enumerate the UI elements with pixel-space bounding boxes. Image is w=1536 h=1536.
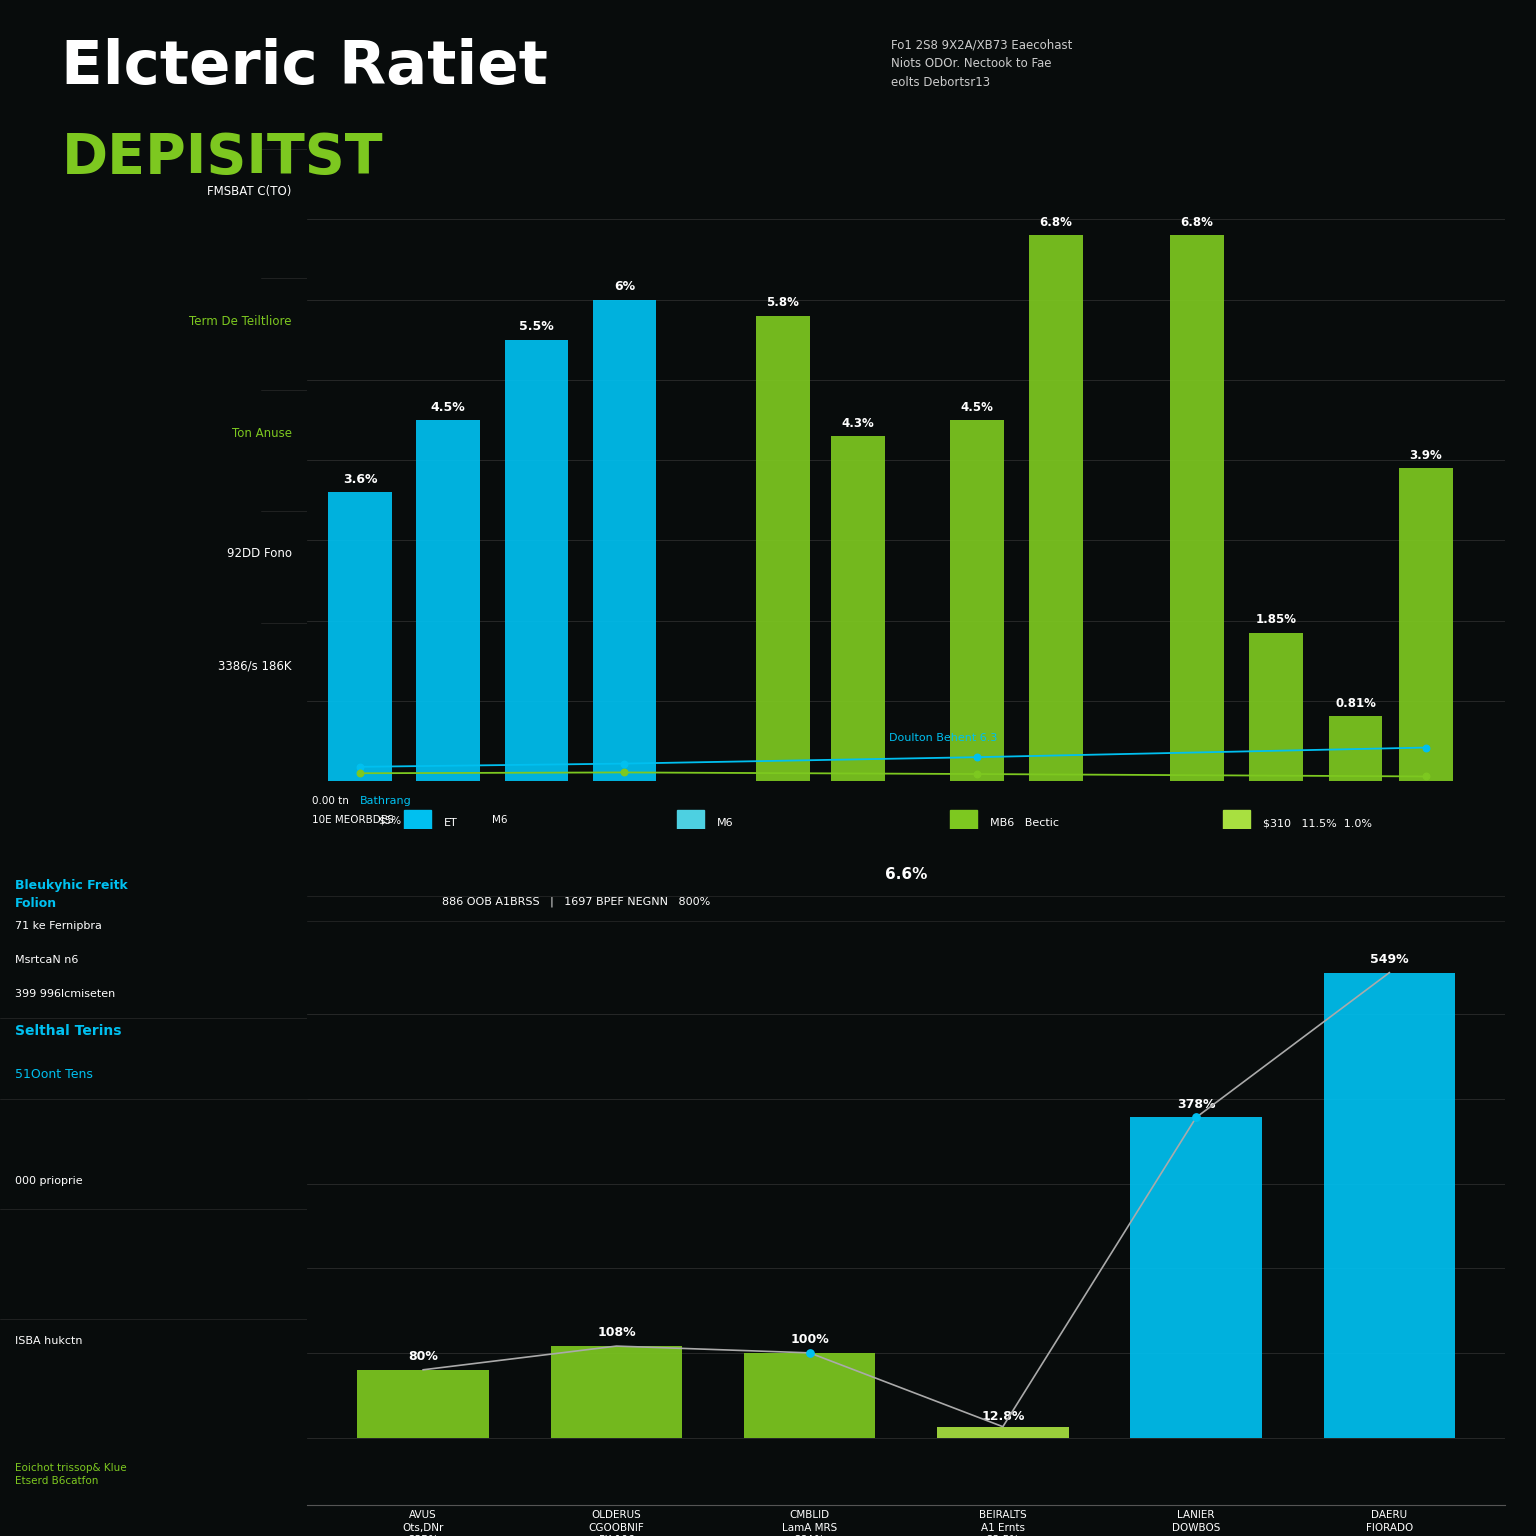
Bar <box>937 1427 1069 1438</box>
Text: 3386/s 186K: 3386/s 186K <box>218 659 292 673</box>
Bar <box>677 809 703 833</box>
Bar <box>949 419 1003 782</box>
Text: M6: M6 <box>717 819 734 828</box>
Bar <box>551 1346 682 1438</box>
Text: 6%: 6% <box>614 280 634 293</box>
Text: 51Oont Tens: 51Oont Tens <box>15 1068 94 1081</box>
Text: ISBA hukctn: ISBA hukctn <box>15 1336 83 1347</box>
Bar <box>831 436 885 782</box>
Text: 12.8%: 12.8% <box>982 1410 1025 1424</box>
Text: 000 prioprie: 000 prioprie <box>15 1175 83 1186</box>
Point <box>965 745 989 770</box>
Text: Eoichot trissop& Klue
Etserd B6catfon: Eoichot trissop& Klue Etserd B6catfon <box>15 1462 127 1487</box>
Text: 5.5%: 5.5% <box>519 319 553 333</box>
Text: 71 ke Fernipbra: 71 ke Fernipbra <box>15 922 103 931</box>
Bar <box>743 1353 876 1438</box>
Text: 108%: 108% <box>598 1326 636 1339</box>
Text: DEPISITST: DEPISITST <box>61 131 382 184</box>
Text: 886 OOB A1BRSS   |   1697 BPEF NEGNN   800%: 886 OOB A1BRSS | 1697 BPEF NEGNN 800% <box>442 895 711 906</box>
Bar <box>329 492 392 782</box>
Text: 4.5%: 4.5% <box>960 401 994 413</box>
Text: 92DD Fono: 92DD Fono <box>227 547 292 561</box>
Text: Elcteric Ratiet: Elcteric Ratiet <box>61 38 548 97</box>
Text: 6.6%: 6.6% <box>885 866 928 882</box>
Text: $310   11.5%  1.0%: $310 11.5% 1.0% <box>1263 819 1372 828</box>
Text: MsrtcaN n6: MsrtcaN n6 <box>15 955 78 965</box>
Text: 3.6%: 3.6% <box>343 473 378 485</box>
Point <box>965 762 989 786</box>
Text: FMSBAT C(TO): FMSBAT C(TO) <box>207 186 292 198</box>
Text: 0.00 tn: 0.00 tn <box>312 796 349 806</box>
Bar <box>358 1370 488 1438</box>
Bar <box>504 339 568 782</box>
Point <box>797 1341 822 1366</box>
Point <box>1413 736 1438 760</box>
Text: $5%: $5% <box>378 816 401 825</box>
Point <box>1413 765 1438 790</box>
Bar <box>1249 633 1303 782</box>
Bar <box>1029 235 1083 782</box>
Point <box>347 754 372 779</box>
Text: Selthal Terins: Selthal Terins <box>15 1025 121 1038</box>
Text: 549%: 549% <box>1370 952 1409 966</box>
Text: Doulton Behent 6.3: Doulton Behent 6.3 <box>889 733 997 743</box>
Text: MB6   Bectic: MB6 Bectic <box>989 819 1058 828</box>
Text: 80%: 80% <box>409 1350 438 1362</box>
Bar <box>404 809 430 833</box>
Text: 100%: 100% <box>790 1333 829 1346</box>
Text: 5.8%: 5.8% <box>766 296 799 309</box>
Text: Ton Anuse: Ton Anuse <box>232 427 292 439</box>
Text: 0.81%: 0.81% <box>1335 697 1376 710</box>
Bar <box>1170 235 1224 782</box>
Text: 6.8%: 6.8% <box>1040 217 1072 229</box>
Bar <box>1399 468 1453 782</box>
Text: Fo1 2S8 9X2A/XB73 Eaecohast
Niots ODOr. Nectook to Fae
eolts Debortsr13: Fo1 2S8 9X2A/XB73 Eaecohast Niots ODOr. … <box>891 38 1072 89</box>
Text: 378%: 378% <box>1177 1098 1215 1111</box>
Bar <box>1223 809 1250 833</box>
Text: 6.8%: 6.8% <box>1181 217 1213 229</box>
Text: 4.5%: 4.5% <box>430 401 465 413</box>
Text: 4.3%: 4.3% <box>842 416 874 430</box>
Text: Bleukyhic Freitk
Folion: Bleukyhic Freitk Folion <box>15 879 127 909</box>
Bar <box>1329 716 1382 782</box>
Bar <box>1130 1118 1261 1438</box>
Text: Bathrang: Bathrang <box>359 796 412 806</box>
Bar <box>756 315 809 782</box>
Text: M6: M6 <box>492 816 508 825</box>
Text: Term De Teiltliore: Term De Teiltliore <box>189 315 292 327</box>
Text: 399 996lcmiseten: 399 996lcmiseten <box>15 989 115 1000</box>
Text: ET: ET <box>444 819 458 828</box>
Point <box>347 760 372 785</box>
Bar <box>593 300 656 782</box>
Point <box>1184 1106 1209 1130</box>
Text: 3.9%: 3.9% <box>1410 449 1442 462</box>
Point <box>611 751 636 776</box>
Bar <box>1324 972 1455 1438</box>
Text: 1.85%: 1.85% <box>1256 613 1296 627</box>
Point <box>611 760 636 785</box>
Text: 10E MEORBDES: 10E MEORBDES <box>312 816 393 825</box>
Bar <box>416 419 479 782</box>
Bar <box>951 809 977 833</box>
